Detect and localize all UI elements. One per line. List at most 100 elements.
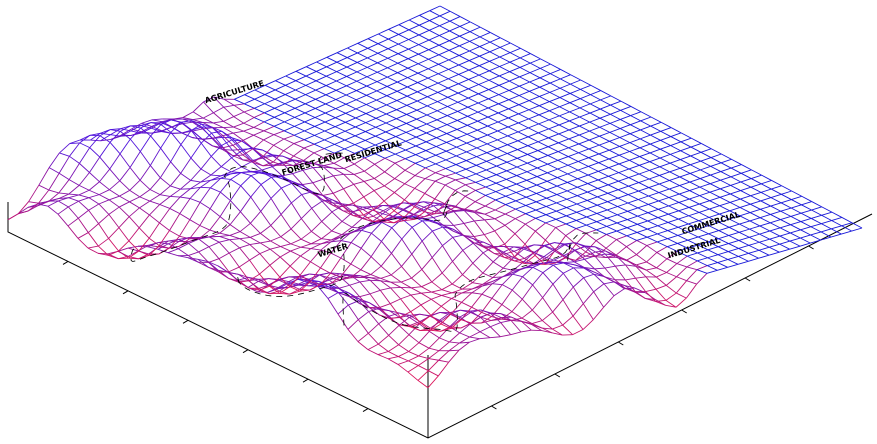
mesh-line [448, 93, 458, 97]
mesh-line [650, 149, 660, 153]
mesh-line [408, 49, 418, 54]
mesh-line [730, 191, 740, 194]
mesh-line [518, 146, 528, 150]
mesh-line [502, 305, 512, 312]
mesh-line [488, 99, 498, 104]
mesh-line [467, 121, 477, 125]
mesh-line [250, 245, 260, 254]
mesh-line [499, 76, 509, 81]
mesh-line [394, 184, 404, 193]
mesh-line [446, 169, 456, 174]
mesh-line [537, 173, 547, 177]
mesh-line [260, 243, 270, 249]
mesh-line [109, 190, 119, 196]
mesh-line [406, 137, 416, 141]
mesh-line [422, 258, 432, 270]
mesh-line [587, 209, 597, 214]
mesh-line [479, 61, 489, 65]
mesh-line [395, 159, 405, 163]
mesh-line [388, 58, 398, 63]
mesh-line [286, 71, 296, 76]
tick [618, 342, 623, 345]
mesh-line [679, 191, 689, 194]
mesh-line [475, 195, 485, 201]
mesh-line [639, 188, 649, 192]
mesh-line [626, 260, 636, 264]
mesh-line [579, 135, 589, 140]
mesh-line [691, 147, 701, 152]
mesh-line [499, 85, 509, 90]
mesh-line [661, 128, 671, 132]
mesh-line [495, 205, 505, 210]
mesh-line [68, 226, 78, 238]
mesh-line [546, 223, 556, 228]
mesh-line [558, 160, 568, 165]
mesh-line [596, 226, 606, 229]
mesh-line [681, 147, 691, 151]
mesh-line [739, 240, 749, 245]
mesh-line [560, 103, 570, 107]
mesh-line [335, 144, 345, 149]
mesh-line [616, 240, 626, 247]
mesh-line [751, 192, 761, 195]
mesh-line [59, 153, 69, 156]
mesh-line [281, 229, 291, 237]
mesh-line [699, 212, 709, 217]
mesh-line [750, 213, 760, 218]
mesh-line [285, 95, 295, 100]
mesh-line [100, 157, 110, 169]
mesh-line [190, 202, 200, 219]
mesh-line [351, 264, 361, 270]
mesh-line [480, 42, 490, 46]
mesh-line [464, 223, 474, 236]
mesh-line [462, 293, 472, 303]
mesh-line [242, 141, 252, 148]
mesh-line [590, 91, 600, 95]
mesh-line [368, 48, 378, 53]
mesh-line [388, 44, 398, 49]
mesh-line [637, 237, 647, 240]
mesh-line [458, 107, 468, 111]
mesh-line [465, 185, 475, 191]
mesh-line [380, 290, 390, 303]
mesh-line [251, 176, 261, 185]
mesh-line [529, 91, 539, 96]
mesh-line [651, 122, 661, 126]
mesh-line [519, 91, 529, 95]
mesh-line [770, 220, 780, 223]
mesh-line [528, 151, 538, 155]
mesh-line [710, 175, 720, 180]
mesh-line [317, 62, 327, 67]
mesh-line [589, 158, 599, 163]
mesh-line [387, 91, 397, 95]
mesh-line [377, 91, 387, 96]
mesh-line [357, 67, 367, 72]
mesh-line [360, 294, 370, 297]
mesh-line [356, 91, 366, 96]
mesh-line [659, 193, 669, 198]
mesh-line [375, 158, 385, 164]
mesh-line [540, 68, 550, 73]
mesh-line [536, 193, 546, 198]
mesh-line [718, 252, 728, 255]
mesh-line [119, 228, 129, 241]
mesh-line [250, 237, 260, 242]
mesh-line [193, 102, 203, 112]
mesh-line [728, 252, 738, 257]
mesh-line [470, 32, 480, 37]
mesh-line [657, 234, 667, 239]
mesh-line [311, 231, 321, 238]
mesh-line [139, 228, 149, 238]
mesh-line [439, 55, 449, 60]
mesh-line [244, 131, 254, 135]
mesh-line [170, 197, 180, 208]
mesh-line [337, 72, 347, 77]
mesh-line [433, 215, 443, 218]
mesh-line [608, 198, 618, 202]
mesh-line [69, 195, 79, 198]
mesh-line [658, 226, 668, 231]
mesh-line [233, 133, 243, 140]
mesh-line [428, 64, 438, 68]
mesh-line [412, 227, 422, 241]
mesh-line [429, 26, 439, 31]
